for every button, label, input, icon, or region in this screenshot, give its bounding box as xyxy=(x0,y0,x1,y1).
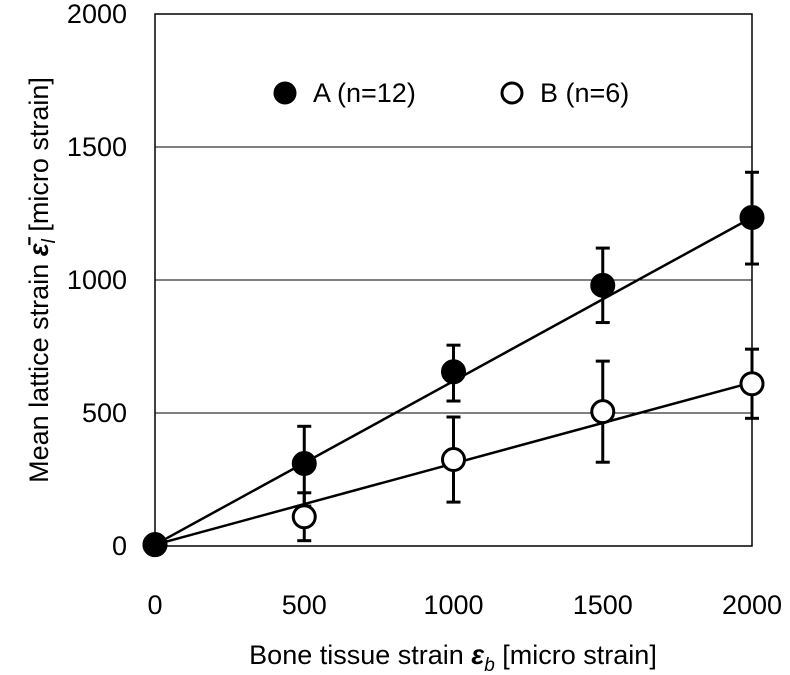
legend-marker-series-b xyxy=(500,81,524,105)
series-b-point xyxy=(142,532,168,558)
x-tick-label: 2000 xyxy=(722,590,782,620)
data-points xyxy=(142,204,765,558)
y-axis-label: Mean lattice strain ε̄l [micro strain] xyxy=(24,77,60,483)
series-a-point xyxy=(441,359,466,385)
series-b-point xyxy=(590,399,616,425)
x-axis-label: Bone tissue strain εb [micro strain] xyxy=(249,640,657,675)
y-axis-label-prefix: Mean lattice strain xyxy=(24,256,54,483)
x-axis-label-symbol: ε xyxy=(471,640,485,670)
x-axis-label-subscript: b xyxy=(484,655,495,675)
series-a-point xyxy=(590,272,616,298)
x-tick-label: 1000 xyxy=(423,590,483,620)
y-tick-label: 1000 xyxy=(67,265,127,295)
x-tick-label: 0 xyxy=(147,590,162,620)
y-tick-labels: 0 500 1000 1500 2000 xyxy=(67,0,127,561)
y-tick-label: 1500 xyxy=(67,132,127,162)
y-axis-label-subscript: l xyxy=(39,238,60,243)
legend-marker-series-a xyxy=(273,81,297,105)
error-bars xyxy=(297,170,759,543)
y-tick-label: 0 xyxy=(112,531,127,561)
y-tick-label: 2000 xyxy=(67,0,127,29)
y-axis-label-suffix: [micro strain] xyxy=(24,77,54,239)
series-a-point xyxy=(739,204,765,230)
x-tick-labels: 0 500 1000 1500 2000 xyxy=(147,590,782,620)
series-b-point xyxy=(739,371,765,397)
x-axis-label-prefix: Bone tissue strain xyxy=(249,640,471,670)
x-axis-label-suffix: [micro strain] xyxy=(495,640,657,670)
x-tick-label: 1500 xyxy=(573,590,633,620)
y-tick-label: 500 xyxy=(82,398,127,428)
plot-frame xyxy=(154,13,753,547)
legend-label-series-b: B (n=6) xyxy=(540,78,629,108)
series-b-point xyxy=(291,504,317,530)
legend: A (n=12) B (n=6) xyxy=(273,78,629,108)
series-a-point xyxy=(291,451,317,477)
gridlines xyxy=(155,146,752,414)
x-tick-label: 500 xyxy=(282,590,327,620)
legend-label-series-a: A (n=12) xyxy=(313,78,416,108)
series-b-point xyxy=(441,447,466,473)
